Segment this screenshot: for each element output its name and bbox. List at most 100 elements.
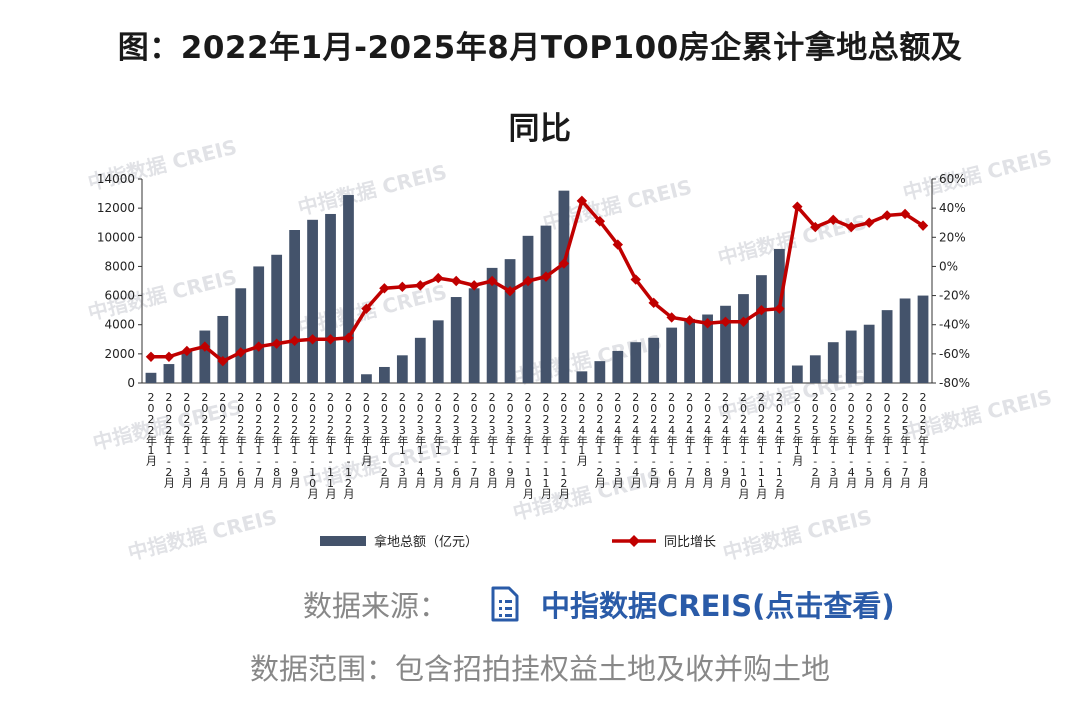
growth-point <box>217 355 228 367</box>
bar <box>612 350 624 383</box>
growth-point <box>504 286 516 297</box>
left-tick-label: 6000 <box>104 289 135 303</box>
bar <box>845 330 857 383</box>
bar <box>199 330 211 383</box>
growth-point <box>451 275 462 287</box>
bar <box>648 337 660 383</box>
x-tick-label: 2022年1-7月 <box>252 391 265 488</box>
bar <box>235 288 247 383</box>
x-tick-label: 2022年1-4月 <box>198 391 211 488</box>
bar <box>504 259 516 383</box>
bar <box>576 371 588 383</box>
x-tick-label: 2024年1-11月 <box>755 391 768 499</box>
x-tick-label: 2025年1月 <box>791 391 804 466</box>
growth-point <box>828 214 839 225</box>
growth-point <box>181 345 193 357</box>
growth-point <box>199 341 211 352</box>
right-tick-label: 40% <box>939 201 966 215</box>
x-tick-label: 2025年1-7月 <box>899 391 912 488</box>
x-tick-label: 2022年1-12月 <box>342 391 355 499</box>
bar <box>181 350 193 383</box>
bar <box>253 266 265 383</box>
left-tick-label: 14000 <box>97 172 135 186</box>
bar <box>414 337 426 383</box>
x-tick-label: 2022年1-3月 <box>180 391 193 488</box>
bar <box>289 230 300 383</box>
watermark-text: 中指数据 CREIS <box>720 505 874 565</box>
bar <box>791 365 803 383</box>
x-tick-label: 2022年1-8月 <box>270 391 283 488</box>
growth-point <box>433 272 444 284</box>
left-tick-label: 2000 <box>104 347 135 361</box>
watermark-text: 中指数据 CREIS <box>295 280 449 340</box>
growth-point <box>397 281 408 293</box>
left-tick-label: 12000 <box>97 201 135 215</box>
bar <box>361 374 372 383</box>
growth-point <box>289 335 300 346</box>
right-tick-label: 20% <box>939 230 966 244</box>
right-tick-label: -60% <box>939 347 970 361</box>
legend-label-line: 同比增长 <box>664 535 716 550</box>
watermark-text: 中指数据 CREIS <box>510 330 664 390</box>
growth-point <box>846 221 857 233</box>
bar <box>756 275 767 383</box>
x-tick-label: 2025年1-2月 <box>809 391 822 488</box>
x-tick-label: 2024年1-2月 <box>593 391 606 488</box>
growth-point <box>792 201 803 212</box>
growth-point <box>738 316 749 327</box>
x-tick-label: 2024年1-4月 <box>629 391 642 488</box>
bar <box>379 366 390 383</box>
growth-point <box>684 315 695 326</box>
growth-point <box>379 283 390 294</box>
x-tick-label: 2025年1-6月 <box>881 391 894 488</box>
x-tick-label: 2023年1月 <box>360 391 373 466</box>
bar <box>163 364 175 383</box>
right-tick-label: -20% <box>939 289 970 303</box>
watermark-text: 中指数据 CREIS <box>900 145 1054 205</box>
growth-point <box>361 303 372 314</box>
bar <box>486 267 498 383</box>
legend-swatch-marker <box>628 535 640 547</box>
growth-point <box>702 318 713 329</box>
x-tick-label: 2022年1-6月 <box>234 391 247 488</box>
growth-point <box>307 334 318 345</box>
bar <box>343 195 354 383</box>
x-tick-label: 2025年1-8月 <box>917 391 930 488</box>
x-tick-label: 2022年1-11月 <box>324 391 337 499</box>
data-source-link[interactable]: 中指数据CREIS(点击查看) <box>541 589 895 623</box>
growth-point <box>774 303 785 314</box>
watermark-text: 中指数据 CREIS <box>295 160 449 220</box>
bar <box>684 318 695 383</box>
bar <box>827 342 839 383</box>
bar <box>774 248 785 383</box>
growth-point <box>540 271 552 282</box>
growth-point <box>235 347 246 358</box>
x-tick-label: 2023年1-4月 <box>414 391 427 488</box>
x-tick-label: 2023年1-6月 <box>450 391 463 488</box>
x-tick-label: 2024年1-12月 <box>773 391 786 499</box>
combo-chart: 中指数据 CREIS 中指数据 CREIS 中指数据 CREIS 中指数据 CREIS… <box>85 135 1054 565</box>
document-icon <box>489 585 521 630</box>
left-tick-label: 0 <box>127 376 135 390</box>
x-tick-label: 2022年1-5月 <box>216 391 229 488</box>
bar <box>432 320 444 383</box>
growth-point <box>917 220 929 231</box>
growth-point <box>720 316 731 327</box>
legend-swatch-bar <box>320 536 366 546</box>
right-tick-label: 0% <box>939 259 958 273</box>
x-tick-label: 2023年1-3月 <box>396 391 409 488</box>
x-tick-label: 2023年1-9月 <box>504 391 517 488</box>
growth-point <box>325 334 336 345</box>
right-tick-label: -40% <box>939 318 970 332</box>
growth-point <box>863 217 875 228</box>
x-tick-label: 2024年1月 <box>575 391 588 466</box>
x-tick-label: 2023年1-11月 <box>539 391 552 499</box>
chart-title-line2: 同比 <box>508 111 572 147</box>
bar <box>522 235 534 383</box>
growth-point <box>468 280 480 291</box>
growth-point <box>666 312 677 323</box>
growth-point <box>253 341 264 352</box>
x-tick-label: 2023年1-7月 <box>468 391 481 488</box>
growth-point <box>612 239 623 250</box>
bar <box>307 219 318 383</box>
